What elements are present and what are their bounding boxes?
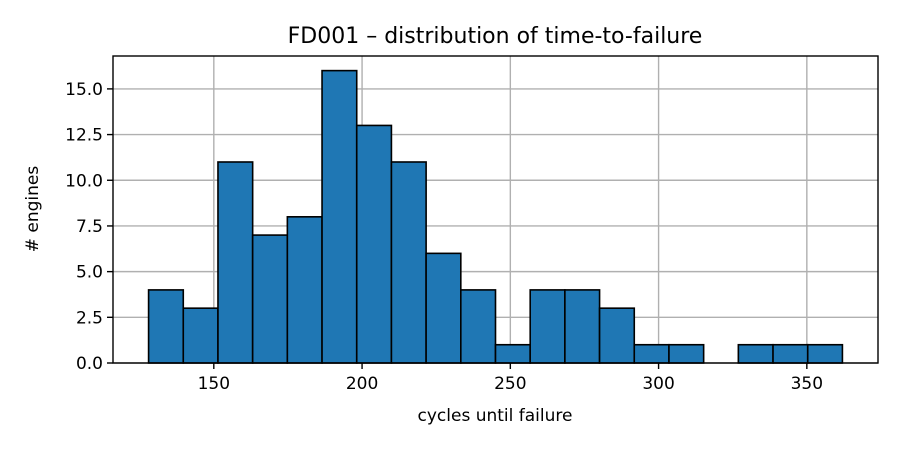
bar-17 — [737, 343, 774, 364]
bar-9 — [460, 289, 497, 364]
bar-15 — [668, 343, 705, 364]
bar-18 — [772, 343, 809, 364]
bar-6 — [355, 124, 393, 364]
y-tick-label-6: 15.0 — [65, 80, 103, 100]
y-tick-label-4: 10.0 — [65, 171, 103, 191]
chart-title: FD001 – distribution of time-to-failure — [288, 24, 703, 49]
bar-12 — [564, 289, 601, 364]
x-tick-label-2: 250 — [494, 374, 526, 394]
bars — [147, 69, 844, 364]
bar-19 — [806, 343, 844, 364]
bar-3 — [251, 234, 289, 364]
bar-5 — [321, 69, 358, 364]
x-tick-label-3: 300 — [642, 374, 674, 394]
x-tick-label-4: 350 — [791, 374, 823, 394]
y-axis-label: # engines — [23, 166, 43, 253]
y-tick-label-1: 2.5 — [76, 308, 103, 328]
bar-10 — [494, 343, 531, 364]
bar-2 — [217, 161, 254, 364]
y-tick-label-3: 7.5 — [76, 217, 103, 237]
y-tick-label-2: 5.0 — [76, 263, 103, 283]
x-tick-label-0: 150 — [198, 374, 230, 394]
y-tick-label-0: 0.0 — [76, 354, 103, 374]
y-tick-label-5: 12.5 — [65, 126, 103, 146]
bar-8 — [425, 252, 462, 364]
bar-1 — [182, 307, 219, 364]
bar-11 — [529, 289, 566, 364]
x-axis-label: cycles until failure — [418, 406, 573, 426]
bar-13 — [598, 307, 636, 364]
bar-7 — [390, 161, 427, 364]
bar-14 — [633, 343, 670, 364]
x-axis: 150 200 250 300 350 — [198, 363, 823, 394]
bar-0 — [147, 289, 185, 364]
bar-4 — [286, 216, 323, 364]
plot-frame — [112, 55, 879, 364]
x-tick-label-1: 200 — [346, 374, 378, 394]
y-axis: 0.0 2.5 5.0 7.5 10.0 12.5 15.0 — [65, 80, 113, 374]
